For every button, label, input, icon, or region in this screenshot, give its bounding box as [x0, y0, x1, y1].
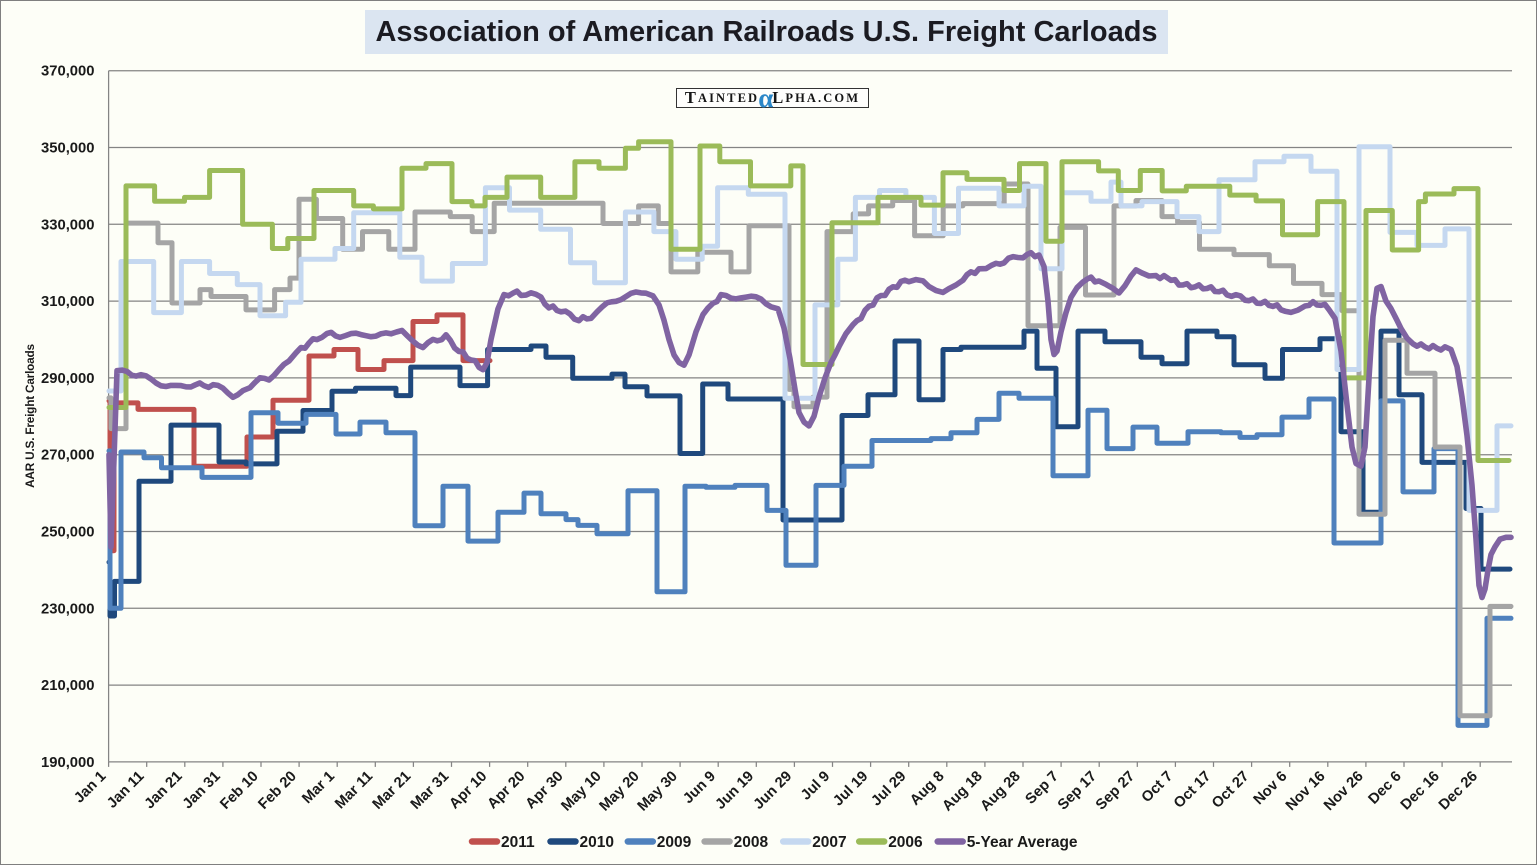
svg-text:Apr 20: Apr 20 [485, 768, 529, 812]
svg-text:2010: 2010 [580, 834, 614, 851]
svg-text:Apr 10: Apr 10 [447, 768, 491, 812]
svg-text:Mar 11: Mar 11 [332, 768, 376, 812]
svg-text:May 30: May 30 [635, 768, 681, 814]
svg-text:2011: 2011 [501, 834, 535, 851]
svg-text:Oct 17: Oct 17 [1171, 768, 1214, 811]
svg-text:Jan 21: Jan 21 [142, 768, 186, 812]
svg-text:Feb 10: Feb 10 [217, 768, 261, 812]
svg-text:2009: 2009 [657, 834, 692, 851]
svg-text:Nov 16: Nov 16 [1283, 768, 1329, 814]
svg-text:330,000: 330,000 [41, 217, 95, 233]
svg-text:2006: 2006 [888, 834, 923, 851]
svg-text:Dec 16: Dec 16 [1398, 768, 1443, 813]
svg-text:Mar 31: Mar 31 [408, 768, 452, 812]
svg-text:May 20: May 20 [597, 768, 643, 814]
svg-text:Oct 27: Oct 27 [1209, 768, 1252, 811]
svg-text:Feb 20: Feb 20 [255, 768, 299, 812]
svg-text:290,000: 290,000 [41, 371, 95, 387]
svg-text:370,000: 370,000 [41, 64, 95, 80]
svg-text:270,000: 270,000 [41, 448, 95, 464]
svg-text:May 10: May 10 [559, 768, 605, 814]
svg-text:190,000: 190,000 [41, 755, 95, 771]
svg-text:Dec 26: Dec 26 [1436, 768, 1481, 813]
svg-text:Jul 9: Jul 9 [798, 768, 833, 803]
svg-text:Nov 26: Nov 26 [1321, 768, 1367, 814]
svg-text:250,000: 250,000 [41, 525, 95, 541]
svg-text:Mar 21: Mar 21 [370, 768, 414, 812]
svg-text:5-Year Average: 5-Year Average [967, 834, 1078, 851]
svg-text:210,000: 210,000 [41, 678, 95, 694]
svg-text:310,000: 310,000 [41, 294, 95, 310]
svg-text:2008: 2008 [734, 834, 769, 851]
svg-text:Jan 31: Jan 31 [180, 768, 224, 812]
svg-text:Aug 28: Aug 28 [978, 768, 1024, 814]
svg-text:Sep 17: Sep 17 [1055, 768, 1100, 813]
svg-text:Jul 19: Jul 19 [830, 768, 871, 809]
svg-text:Jan 11: Jan 11 [104, 768, 147, 811]
svg-text:230,000: 230,000 [41, 601, 95, 617]
svg-text:Jun 29: Jun 29 [751, 768, 795, 812]
svg-text:Jul 29: Jul 29 [869, 768, 910, 809]
svg-text:Sep 27: Sep 27 [1093, 768, 1138, 813]
svg-text:Aug 18: Aug 18 [940, 768, 986, 814]
svg-text:Jun 19: Jun 19 [713, 768, 757, 812]
svg-text:350,000: 350,000 [41, 141, 95, 157]
svg-text:2007: 2007 [812, 834, 846, 851]
